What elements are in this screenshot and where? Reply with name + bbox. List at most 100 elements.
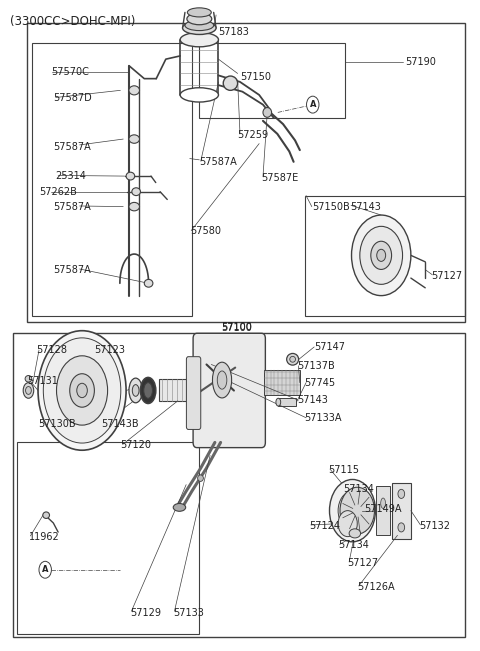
Ellipse shape bbox=[43, 512, 49, 518]
Text: 57149A: 57149A bbox=[364, 504, 402, 514]
Text: 57143B: 57143B bbox=[101, 419, 139, 429]
Circle shape bbox=[329, 479, 375, 542]
Ellipse shape bbox=[182, 21, 216, 35]
Text: 57124: 57124 bbox=[310, 521, 340, 531]
Text: 57147: 57147 bbox=[314, 342, 345, 352]
Ellipse shape bbox=[132, 187, 141, 195]
Circle shape bbox=[338, 510, 357, 536]
Text: 57587A: 57587A bbox=[53, 202, 91, 212]
Text: 25314: 25314 bbox=[56, 171, 86, 181]
Bar bbox=[17, 443, 199, 634]
Text: 57131: 57131 bbox=[27, 376, 58, 385]
Text: 57100: 57100 bbox=[221, 323, 252, 333]
Ellipse shape bbox=[180, 33, 218, 47]
Ellipse shape bbox=[25, 387, 31, 395]
Text: (3300CC>DOHC-MPI): (3300CC>DOHC-MPI) bbox=[10, 15, 136, 28]
Text: 57262B: 57262B bbox=[39, 187, 77, 197]
Ellipse shape bbox=[276, 398, 281, 406]
Text: 57129: 57129 bbox=[130, 607, 161, 618]
Text: 57150: 57150 bbox=[240, 72, 271, 82]
Text: 57134: 57134 bbox=[338, 540, 369, 550]
Circle shape bbox=[307, 96, 319, 113]
Circle shape bbox=[398, 490, 405, 499]
Text: 57123: 57123 bbox=[94, 344, 125, 355]
Ellipse shape bbox=[263, 107, 272, 117]
Text: 57127: 57127 bbox=[348, 558, 379, 568]
Text: 57259: 57259 bbox=[238, 130, 269, 140]
Bar bbox=[27, 23, 465, 322]
Ellipse shape bbox=[185, 20, 214, 31]
Circle shape bbox=[377, 249, 385, 262]
Text: 57587D: 57587D bbox=[53, 93, 92, 103]
Ellipse shape bbox=[349, 529, 360, 538]
Bar bbox=[32, 43, 192, 316]
Circle shape bbox=[70, 374, 95, 407]
Text: 57132: 57132 bbox=[420, 521, 450, 531]
Text: 57134: 57134 bbox=[343, 484, 374, 494]
Circle shape bbox=[340, 487, 374, 534]
Circle shape bbox=[360, 227, 403, 284]
Text: 57127: 57127 bbox=[432, 271, 463, 281]
Text: 57128: 57128 bbox=[36, 344, 68, 355]
Circle shape bbox=[338, 491, 367, 530]
Text: 57143: 57143 bbox=[350, 202, 381, 212]
Text: 57133A: 57133A bbox=[305, 413, 342, 422]
Text: 57143: 57143 bbox=[298, 395, 328, 405]
FancyBboxPatch shape bbox=[186, 357, 201, 430]
Circle shape bbox=[57, 356, 108, 425]
Ellipse shape bbox=[198, 475, 204, 481]
Text: 57137B: 57137B bbox=[298, 361, 335, 371]
Bar bbox=[264, 370, 300, 395]
Ellipse shape bbox=[187, 13, 212, 25]
Ellipse shape bbox=[180, 88, 218, 102]
Text: 57580: 57580 bbox=[190, 227, 221, 236]
Ellipse shape bbox=[213, 362, 232, 398]
Text: 57130B: 57130B bbox=[38, 419, 76, 429]
Text: A: A bbox=[310, 100, 316, 109]
Text: 57120: 57120 bbox=[120, 440, 151, 450]
Text: 57100: 57100 bbox=[221, 322, 252, 333]
Ellipse shape bbox=[25, 376, 32, 382]
Circle shape bbox=[351, 215, 411, 296]
Bar bbox=[305, 195, 465, 316]
Circle shape bbox=[39, 561, 51, 578]
Ellipse shape bbox=[126, 173, 135, 180]
Text: 57183: 57183 bbox=[218, 27, 249, 37]
Bar bbox=[199, 43, 345, 118]
Ellipse shape bbox=[129, 86, 140, 95]
Ellipse shape bbox=[129, 135, 140, 143]
Ellipse shape bbox=[144, 383, 153, 398]
Text: 11962: 11962 bbox=[28, 532, 59, 542]
Bar bbox=[278, 398, 297, 406]
Ellipse shape bbox=[223, 76, 238, 90]
Text: 57587E: 57587E bbox=[262, 173, 299, 183]
Text: 57126A: 57126A bbox=[357, 581, 395, 592]
Circle shape bbox=[77, 383, 87, 398]
Text: 57587A: 57587A bbox=[53, 142, 91, 152]
Text: 57587A: 57587A bbox=[53, 266, 91, 275]
Circle shape bbox=[371, 242, 392, 270]
Ellipse shape bbox=[129, 378, 143, 403]
Text: 57115: 57115 bbox=[328, 465, 360, 475]
Ellipse shape bbox=[290, 356, 296, 362]
Circle shape bbox=[38, 331, 126, 450]
Text: 57587A: 57587A bbox=[199, 157, 237, 167]
FancyBboxPatch shape bbox=[193, 333, 265, 448]
Ellipse shape bbox=[187, 8, 211, 17]
Text: A: A bbox=[42, 565, 48, 574]
Text: 57133: 57133 bbox=[173, 607, 204, 618]
Ellipse shape bbox=[132, 385, 139, 396]
Text: 57745: 57745 bbox=[305, 378, 336, 387]
Ellipse shape bbox=[144, 279, 153, 287]
Bar bbox=[158, 379, 197, 401]
Text: 57190: 57190 bbox=[405, 57, 436, 68]
Circle shape bbox=[398, 523, 405, 532]
Ellipse shape bbox=[129, 202, 140, 211]
Bar bbox=[392, 482, 411, 538]
Circle shape bbox=[43, 338, 121, 443]
Bar bbox=[376, 486, 390, 535]
Ellipse shape bbox=[381, 498, 385, 508]
Ellipse shape bbox=[141, 378, 156, 404]
Text: 57150B: 57150B bbox=[312, 202, 349, 212]
Ellipse shape bbox=[287, 353, 299, 365]
